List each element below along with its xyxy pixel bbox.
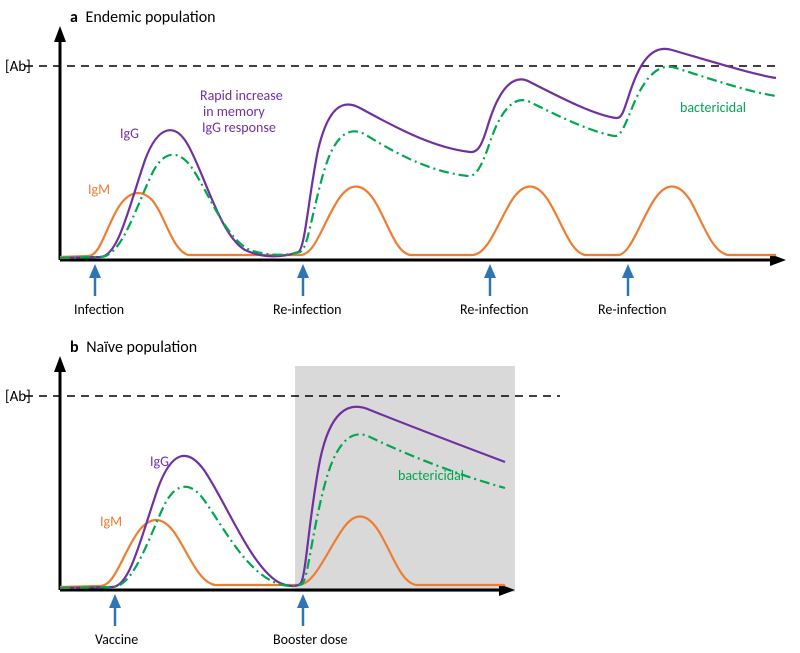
panel-b-event-1-label: Booster dose (273, 631, 347, 648)
panel-a-event-0: Infection (74, 264, 124, 318)
panel-b-title: b Naïve population (70, 338, 197, 357)
panel-a-mem1: Rapid increase (200, 87, 283, 104)
panel-a-title: a Endemic population (70, 8, 216, 27)
panel-b-letter: b (70, 338, 79, 357)
panel-b-igm-label: IgM (100, 513, 122, 530)
panel-a-mem2: in memory (203, 103, 265, 120)
panel-a-event-2-label: Re-infection (460, 301, 528, 318)
panel-b-igg-label: IgG (150, 453, 169, 470)
panel-a-yaxis (54, 26, 66, 260)
panel-a-event-1: Re-infection (273, 264, 341, 318)
panel-b-yaxis-label: [Ab] (5, 388, 31, 406)
panel-a-event-0-label: Infection (74, 301, 124, 318)
panel-a-title-text: Endemic population (86, 8, 216, 27)
panel-a-bact-label: bactericidal (680, 99, 746, 116)
panel-a-event-3: Re-infection (598, 264, 666, 318)
panel-a: a Endemic population [Ab] (5, 8, 786, 318)
panel-b-event-0: Vaccine (95, 594, 138, 648)
panel-a-mem3: IgG response (202, 119, 276, 136)
panel-b-yaxis (54, 356, 66, 590)
panel-b-title-text: Naïve population (86, 338, 197, 357)
panel-a-plot: [Ab] IgM IgG Rapid increase in memory (5, 26, 786, 318)
panel-b-event-1: Booster dose (273, 594, 347, 648)
panel-a-event-1-label: Re-infection (273, 301, 341, 318)
panel-b-bact-label: bactericidal (398, 467, 464, 484)
panel-a-igg-label: IgG (120, 125, 139, 142)
panel-a-igm-label: IgM (88, 181, 110, 198)
panel-a-letter: a (70, 8, 78, 27)
panel-a-event-2: Re-infection (460, 264, 528, 318)
panel-a-igm-curve (60, 187, 776, 258)
panel-b: b Naïve population [Ab] IgM IgG bacteric… (5, 338, 560, 648)
panel-a-yaxis-label: [Ab] (5, 58, 31, 76)
panel-b-event-0-label: Vaccine (95, 631, 138, 648)
panel-a-event-3-label: Re-infection (598, 301, 666, 318)
